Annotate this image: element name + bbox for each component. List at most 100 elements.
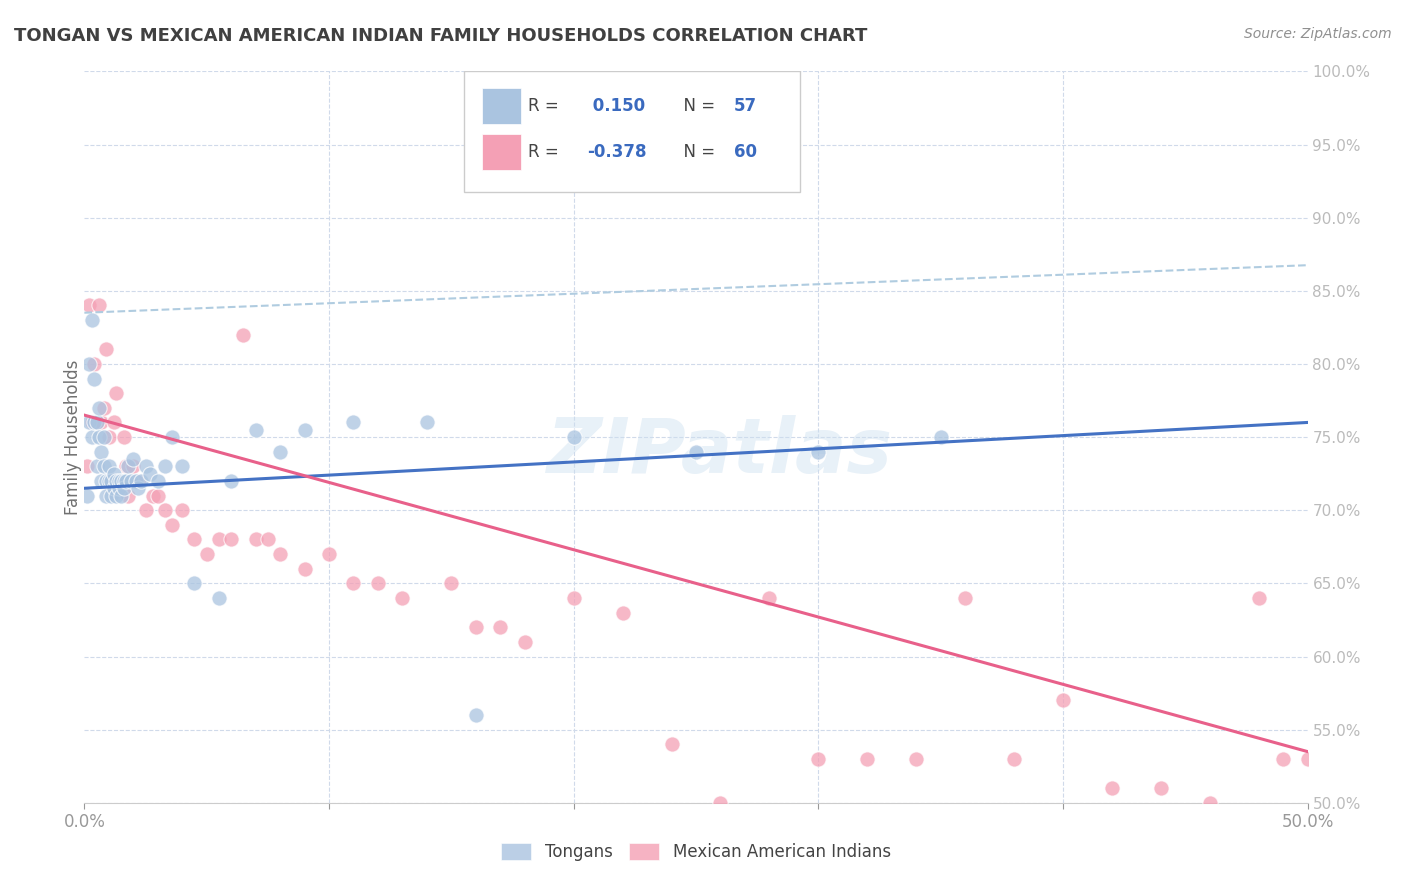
Point xyxy=(107,474,129,488)
Point xyxy=(856,752,879,766)
Point xyxy=(758,591,780,605)
Text: N =: N = xyxy=(672,96,720,115)
Point xyxy=(80,416,103,430)
Point xyxy=(208,533,231,547)
Point xyxy=(1272,752,1295,766)
Point xyxy=(342,576,364,591)
Point xyxy=(416,416,439,430)
Point xyxy=(90,444,112,458)
Point xyxy=(562,591,585,605)
Point xyxy=(807,752,830,766)
Point xyxy=(294,423,316,437)
Point xyxy=(153,459,176,474)
Point xyxy=(76,489,98,503)
Text: R =: R = xyxy=(529,143,564,161)
Point xyxy=(97,459,120,474)
Point xyxy=(661,737,683,751)
Text: N =: N = xyxy=(672,143,720,161)
Point xyxy=(83,416,105,430)
Point xyxy=(183,533,205,547)
Point xyxy=(1002,752,1025,766)
Point xyxy=(122,459,145,474)
Point xyxy=(117,459,139,474)
Point xyxy=(612,606,634,620)
Point xyxy=(96,474,118,488)
Point xyxy=(107,481,129,495)
Point xyxy=(513,635,536,649)
Point xyxy=(232,327,254,342)
Point xyxy=(1150,781,1173,796)
Point xyxy=(87,430,110,444)
Point xyxy=(96,343,118,357)
Point xyxy=(162,517,184,532)
Point xyxy=(1198,796,1220,810)
Point xyxy=(127,481,149,495)
Point xyxy=(208,591,231,605)
Point xyxy=(110,474,132,488)
Text: 0.150: 0.150 xyxy=(588,96,645,115)
Point xyxy=(97,430,120,444)
Point xyxy=(83,371,105,385)
Point xyxy=(172,503,194,517)
Point xyxy=(464,708,486,723)
Point xyxy=(905,752,928,766)
Point xyxy=(100,474,122,488)
Point xyxy=(129,474,152,488)
Point xyxy=(146,474,169,488)
Point xyxy=(172,459,194,474)
Point xyxy=(110,474,132,488)
Point xyxy=(807,444,830,458)
Point xyxy=(112,474,135,488)
Point xyxy=(96,489,118,503)
Point xyxy=(127,474,149,488)
Point xyxy=(77,298,100,312)
Text: R =: R = xyxy=(529,96,564,115)
Point xyxy=(153,503,176,517)
Point xyxy=(107,474,129,488)
Point xyxy=(953,591,976,605)
Point xyxy=(709,796,731,810)
Point xyxy=(342,416,364,430)
Point xyxy=(195,547,218,561)
Point xyxy=(83,357,105,371)
Point xyxy=(112,430,135,444)
Point xyxy=(87,298,110,312)
Point xyxy=(93,459,115,474)
Point xyxy=(125,474,148,488)
Point xyxy=(1296,752,1319,766)
Point xyxy=(117,489,139,503)
Point xyxy=(245,533,267,547)
Text: 60: 60 xyxy=(734,143,756,161)
Point xyxy=(139,467,162,481)
Text: 57: 57 xyxy=(734,96,756,115)
Point xyxy=(93,430,115,444)
Point xyxy=(115,474,138,488)
Point xyxy=(219,474,242,488)
Point xyxy=(219,533,242,547)
Point xyxy=(90,474,112,488)
Point xyxy=(391,591,413,605)
Point xyxy=(112,481,135,495)
FancyBboxPatch shape xyxy=(464,71,800,192)
Point xyxy=(105,386,128,401)
Point xyxy=(93,401,115,415)
Point xyxy=(367,576,389,591)
Point xyxy=(183,576,205,591)
Point xyxy=(77,416,100,430)
Text: ZIPatlas: ZIPatlas xyxy=(547,415,893,489)
FancyBboxPatch shape xyxy=(482,87,522,124)
Point xyxy=(489,620,512,634)
Point xyxy=(77,357,100,371)
Point xyxy=(120,474,142,488)
Point xyxy=(135,503,157,517)
Point xyxy=(929,430,952,444)
Point xyxy=(103,481,125,495)
Point xyxy=(1247,591,1270,605)
Point xyxy=(86,459,108,474)
Point xyxy=(80,430,103,444)
Point xyxy=(269,444,291,458)
Point xyxy=(142,489,165,503)
Point xyxy=(245,423,267,437)
Point xyxy=(76,459,98,474)
Point xyxy=(105,489,128,503)
